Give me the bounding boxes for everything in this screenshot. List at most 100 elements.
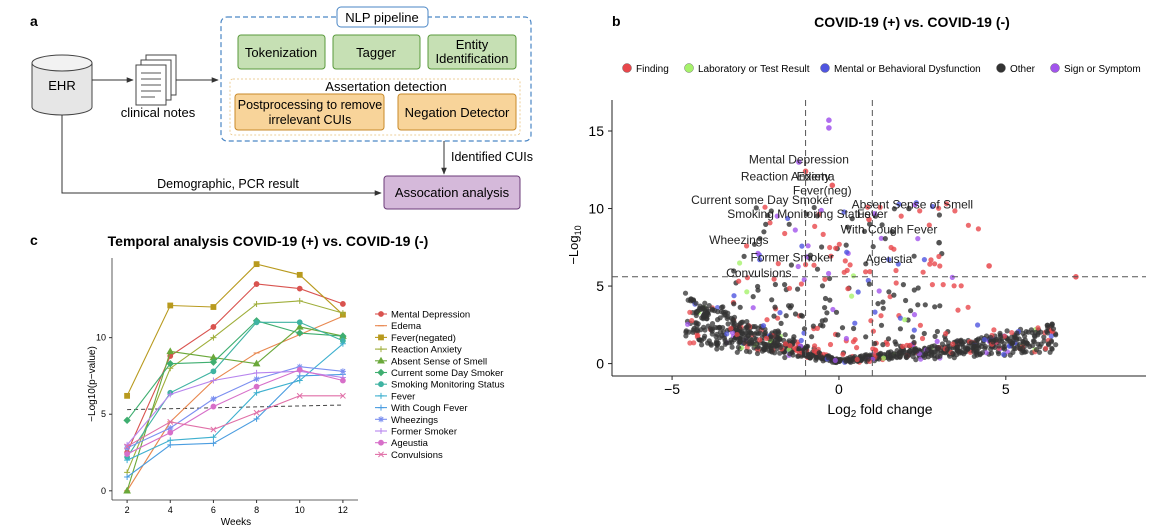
temporal-point <box>166 359 174 368</box>
volcano-point <box>939 341 946 347</box>
volcano-point <box>1009 330 1015 336</box>
temporal-series-group <box>124 363 346 451</box>
volcano-point <box>699 342 705 348</box>
volcano-point <box>769 297 775 303</box>
temporal-series-line <box>126 321 344 458</box>
volcano-point <box>1001 344 1008 350</box>
volcano-point <box>744 243 750 249</box>
volcano-legend-label: Sign or Symptom <box>1064 64 1141 75</box>
volcano-annotation: Fever <box>857 207 888 221</box>
volcano-point <box>919 335 926 342</box>
temporal-series-group <box>124 315 346 492</box>
volcano-legend-label: Mental or Behavioral Dysfunction <box>834 64 981 75</box>
volcano-point <box>685 321 691 327</box>
volcano-point <box>971 353 977 359</box>
volcano-point <box>1045 330 1051 336</box>
volcano-point <box>760 323 767 329</box>
demographic-label: Demographic, PCR result <box>157 177 299 191</box>
volcano-point <box>699 337 705 343</box>
temporal-point <box>210 440 217 447</box>
volcano-point <box>731 293 737 299</box>
volcano-legend-label: Laboratory or Test Result <box>698 64 810 75</box>
volcano-legend-label: Other <box>1010 64 1036 75</box>
volcano-point <box>876 288 882 294</box>
temporal-series-line <box>126 370 343 446</box>
volcano-point <box>736 278 742 284</box>
volcano-point <box>876 356 882 362</box>
volcano-point <box>932 261 938 267</box>
temporal-legend-label: Absent Sense of Smell <box>391 356 487 367</box>
volcano-point <box>687 309 693 315</box>
volcano-point <box>1004 328 1010 334</box>
volcano-point <box>717 325 723 331</box>
volcano-point <box>737 304 743 310</box>
volcano-point <box>782 354 788 361</box>
volcano-point <box>867 221 873 227</box>
volcano-point <box>811 262 817 268</box>
volcano-point <box>850 339 857 345</box>
volcano-point <box>809 334 815 340</box>
volcano-point <box>896 350 902 356</box>
volcano-point <box>1019 350 1025 356</box>
volcano-point <box>811 204 817 211</box>
volcano-point <box>719 345 725 351</box>
volcano-point <box>1049 345 1055 351</box>
volcano-point <box>1045 341 1051 347</box>
volcano-point <box>728 337 734 343</box>
volcano-point <box>775 328 781 334</box>
volcano-legend: Finding Laboratory or Test Result Mental o… <box>622 63 1141 75</box>
volcano-point <box>811 348 817 354</box>
volcano-point <box>955 307 961 313</box>
volcano-axes: −5 0 5 0 5 10 15 <box>588 100 1146 397</box>
temporal-series-line <box>126 300 344 473</box>
temporal-y-tick-label: 5 <box>101 409 106 419</box>
volcano-point <box>922 354 928 360</box>
volcano-point <box>771 276 777 282</box>
volcano-point <box>702 333 708 339</box>
tagger-box <box>332 34 421 70</box>
temporal-point <box>339 368 346 375</box>
volcano-point <box>762 346 768 352</box>
volcano-point <box>849 293 855 299</box>
volcano-point <box>950 350 956 356</box>
volcano-point <box>870 328 877 334</box>
volcano-point <box>715 317 721 323</box>
volcano-point <box>891 206 898 212</box>
volcano-point <box>974 345 980 351</box>
volcano-point <box>728 325 734 331</box>
volcano-point <box>1011 345 1017 351</box>
volcano-point <box>786 285 793 291</box>
volcano-point <box>833 309 840 315</box>
temporal-point <box>377 368 385 377</box>
volcano-point <box>937 263 943 269</box>
temporal-series-group <box>124 366 346 457</box>
volcano-point <box>782 282 788 288</box>
ehr-database-icon <box>31 54 93 116</box>
volcano-point <box>936 253 942 260</box>
temporal-axes: 2 4 6 8 10 12 0 5 10 <box>96 258 358 515</box>
temporal-point <box>210 368 217 375</box>
entity-identification-box <box>427 34 517 70</box>
temporal-point <box>210 395 217 402</box>
temporal-point <box>167 429 174 436</box>
volcano-x-tick-label: 5 <box>1002 381 1010 397</box>
volcano-point <box>771 313 777 319</box>
volcano-point <box>890 351 897 357</box>
volcano-point <box>954 345 961 351</box>
volcano-point <box>813 354 819 360</box>
volcano-point <box>757 257 763 263</box>
volcano-point <box>768 333 774 339</box>
volcano-point <box>924 347 931 353</box>
temporal-point <box>253 376 260 382</box>
volcano-point <box>1014 337 1020 343</box>
volcano-point <box>884 341 891 347</box>
volcano-point <box>725 321 731 327</box>
volcano-point <box>1032 329 1038 335</box>
volcano-point <box>1019 345 1026 352</box>
volcano-point <box>958 283 964 289</box>
volcano-point <box>754 350 761 357</box>
volcano-point <box>706 338 712 344</box>
volcano-point <box>740 319 746 325</box>
volcano-point <box>936 344 942 351</box>
volcano-point <box>879 222 885 228</box>
